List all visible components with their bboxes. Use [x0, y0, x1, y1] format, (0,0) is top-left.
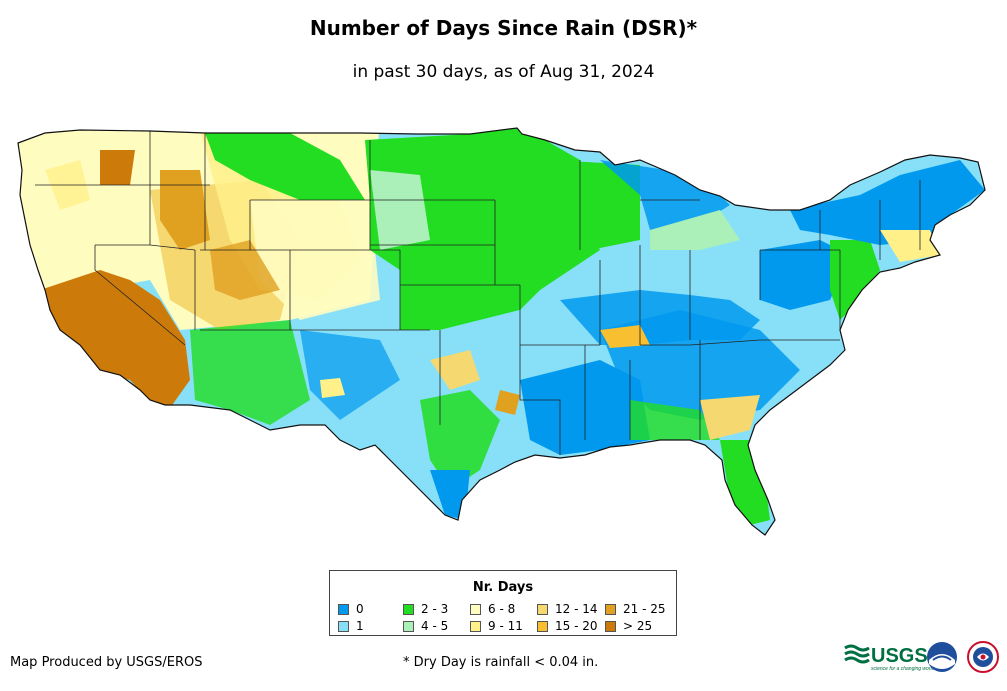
legend-swatch: [403, 603, 414, 615]
map-title: Number of Days Since Rain (DSR)*: [309, 16, 698, 40]
legend-swatch: [470, 603, 481, 615]
legend-item-4: 6 - 8: [470, 602, 515, 616]
legend-swatch: [470, 620, 481, 632]
legend-item-5: 9 - 11: [470, 619, 523, 633]
legend-label: 1: [356, 619, 364, 633]
us-dsr-map: [17, 127, 986, 536]
legend-item-9: > 25: [605, 619, 652, 633]
legend-swatch: [537, 603, 548, 615]
legend-item-7: 15 - 20: [537, 619, 598, 633]
legend-label: 21 - 25: [623, 602, 666, 616]
legend-label: 15 - 20: [555, 619, 598, 633]
legend-title: Nr. Days: [472, 580, 534, 595]
legend-item-6: 12 - 14: [537, 602, 598, 616]
legend-label: 6 - 8: [488, 602, 516, 616]
noaa-logo-icon: [927, 642, 957, 672]
legend-swatch: [605, 603, 616, 615]
map-legend: Nr. Days 0 1 2 - 3 4 - 5 6 - 8 9 - 11 12…: [329, 570, 677, 636]
legend-label: 2 - 3: [421, 602, 449, 616]
agency-logos: USGS science for a changing world: [843, 638, 1003, 678]
legend-swatch: [537, 620, 548, 632]
legend-label: 12 - 14: [555, 602, 598, 616]
legend-label: 0: [356, 602, 364, 616]
usgs-logo-icon: USGS science for a changing world: [844, 644, 935, 672]
map-credit: Map Produced by USGS/EROS: [10, 655, 203, 670]
legend-swatch: [338, 620, 349, 632]
dry-day-footnote: * Dry Day is rainfall < 0.04 in.: [403, 655, 599, 670]
legend-item-0: 0: [338, 602, 364, 616]
legend-label: 4 - 5: [421, 619, 449, 633]
legend-item-8: 21 - 25: [605, 602, 666, 616]
legend-swatch: [338, 603, 349, 615]
usgs-wordmark: USGS: [871, 645, 928, 667]
map-subtitle: in past 30 days, as of Aug 31, 2024: [352, 62, 655, 82]
legend-label: > 25: [623, 619, 653, 633]
legend-item-3: 4 - 5: [403, 619, 448, 633]
usgs-tagline: science for a changing world: [871, 666, 935, 672]
legend-swatch: [403, 620, 414, 632]
legend-item-2: 2 - 3: [403, 602, 448, 616]
nws-logo-icon: [967, 641, 999, 673]
legend-label: 9 - 11: [488, 619, 523, 633]
legend-swatch: [605, 620, 616, 632]
legend-item-1: 1: [338, 619, 364, 633]
